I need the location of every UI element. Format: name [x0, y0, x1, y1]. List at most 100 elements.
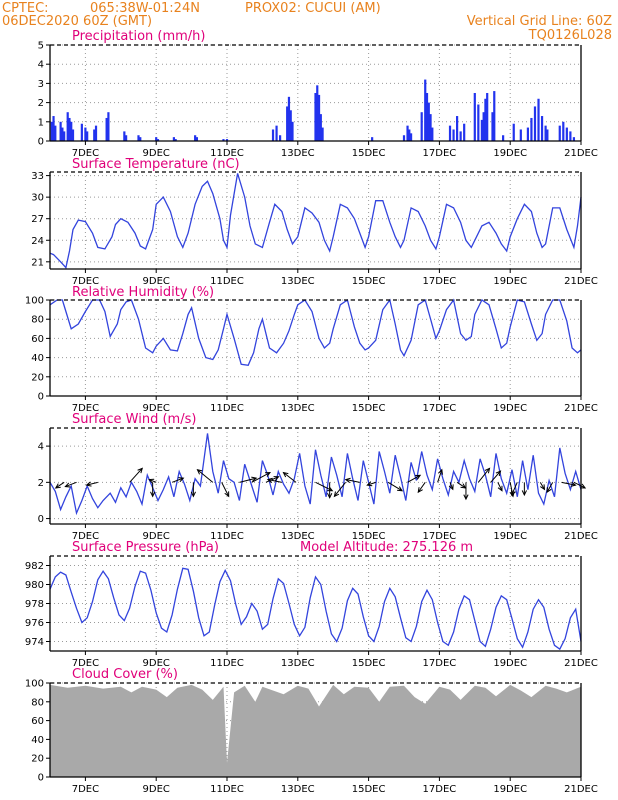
temp-ytick-label: 24: [31, 236, 44, 247]
wind-arrow: [327, 482, 333, 499]
wind-ytick-label: 0: [38, 514, 44, 525]
wind-arrow-shaft: [149, 479, 157, 483]
precip-xtick-label: 19DEC: [493, 148, 527, 159]
wind-arrow-shaft: [221, 482, 230, 497]
wind-arrow-shaft: [539, 482, 545, 490]
precip-bar: [477, 104, 480, 141]
humidity-ytick-label: 80: [31, 315, 44, 326]
wind-arrow-head: [264, 471, 271, 477]
precip-bar: [195, 137, 199, 141]
wind-arrow-shaft: [239, 477, 257, 483]
humidity-xtick-label: 7DEC: [72, 403, 99, 414]
wind-arrow: [85, 481, 98, 487]
wind-xtick-label: 17DEC: [423, 531, 457, 542]
wind-arrow-shaft: [437, 469, 443, 483]
wind-arrow: [344, 477, 360, 483]
wind-arrow-head: [148, 478, 155, 484]
precip-bar: [463, 123, 466, 141]
temp-xtick-label: 15DEC: [352, 276, 386, 287]
humidity-ytick-label: 20: [31, 372, 44, 383]
precip-ytick-label: 4: [38, 60, 44, 71]
precip-bar: [314, 93, 317, 141]
pressure-xtick-label: 13DEC: [281, 658, 315, 669]
precip-bar: [544, 125, 547, 141]
wind-arrow-head: [196, 469, 203, 475]
wind-arrow-head: [580, 483, 587, 489]
cloud-cover-area: [50, 684, 581, 777]
precip-bar: [94, 125, 98, 141]
wind-arrow: [387, 481, 404, 492]
precip-xtick-label: 17DEC: [423, 148, 457, 159]
precip-bar: [493, 91, 496, 141]
precip-xtick-label: 9DEC: [143, 148, 170, 159]
temp-xtick-label: 21DEC: [564, 276, 598, 287]
cloud-xtick-label: 17DEC: [423, 784, 457, 795]
wind-arrow: [546, 482, 554, 494]
header-run: 06DEC2020 60Z (GMT): [2, 14, 152, 29]
temp-xtick-label: 11DEC: [210, 276, 244, 287]
precip-bar: [155, 137, 158, 141]
cloud-title: Cloud Cover (%): [72, 667, 178, 682]
pressure-panel: 974 976 978 980 982 7DEC 9DEC 11DEC 13DEC 15DEC 17…: [25, 555, 598, 669]
wind-arrow-head: [448, 484, 454, 491]
wind-arrow-head: [85, 481, 92, 487]
header-source: CPTEC:: [2, 1, 49, 16]
pressure-series-line: [49, 567, 582, 651]
wind-arrow: [54, 481, 65, 489]
wind-arrow-head: [463, 494, 469, 501]
precip-bar: [59, 121, 62, 141]
humidity-ytick-label: 0: [38, 392, 44, 403]
precip-xtick-label: 13DEC: [281, 148, 315, 159]
precip-ytick-label: 0: [38, 137, 44, 148]
wind-xtick-label: 11DEC: [210, 531, 244, 542]
pressure-ytick-label: 976: [25, 618, 44, 629]
precip-bar: [473, 93, 476, 141]
wind-arrow-head: [437, 468, 443, 475]
wind-arrow: [282, 471, 297, 483]
precip-bar: [71, 129, 75, 141]
wind-arrow-shaft: [490, 470, 501, 483]
precip-panel: 0 1 2 3 4 5 7DEC 9DEC 11DEC 13DEC 15DEC 17DEC 19DEC 2…: [38, 41, 598, 160]
precip-bar: [530, 117, 533, 141]
wind-arrow: [490, 470, 502, 483]
pressure-xtick-label: 7DEC: [72, 658, 99, 669]
wind-arrow-head: [327, 486, 334, 492]
wind-arrow: [148, 478, 157, 484]
cloud-xtick-label: 7DEC: [72, 784, 99, 795]
cloud-ytick-label: 20: [31, 754, 44, 765]
temp-panel: 21 24 27 30 33 7DEC 9DEC 11DEC 13DEC 15DEC 17DEC 19…: [31, 171, 598, 287]
wind-arrow: [239, 476, 258, 483]
pressure-xtick-label: 15DEC: [352, 658, 386, 669]
wind-xtick-label: 13DEC: [281, 531, 315, 542]
cloud-xtick-label: 15DEC: [352, 784, 386, 795]
humidity-ytick-label: 100: [25, 296, 44, 307]
cloud-ytick-label: 0: [38, 773, 44, 784]
wind-arrow: [150, 482, 156, 498]
precip-bar: [486, 93, 489, 141]
cloud-xtick-label: 11DEC: [210, 784, 244, 795]
humidity-title: Relative Humidity (%): [72, 285, 214, 300]
wind-arrow: [573, 481, 587, 489]
pressure-xtick-label: 21DEC: [564, 658, 598, 669]
wind-arrow-shaft: [283, 472, 297, 483]
precip-bar: [289, 110, 292, 141]
wind-arrow-head: [417, 487, 423, 494]
wind-arrow: [407, 474, 422, 483]
precip-bar: [484, 98, 487, 141]
precip-bar: [424, 79, 427, 141]
cloud-ytick-label: 60: [31, 716, 44, 727]
precip-bar: [80, 123, 83, 141]
precip-bar: [61, 127, 64, 141]
wind-arrow-head: [366, 481, 373, 487]
wind-arrow-shaft: [449, 482, 454, 490]
pressure-xtick-label: 9DEC: [143, 658, 170, 669]
wind-arrow-shaft: [417, 482, 426, 493]
humidity-panel: 0 20 40 60 80 100 7DEC 9DEC 11DEC 13DEC 15DEC 17DEC…: [25, 296, 598, 415]
pressure-ytick-label: 980: [25, 580, 44, 591]
precip-bar: [50, 121, 53, 141]
cloud-xtick-label: 9DEC: [143, 784, 170, 795]
wind-arrow-shaft: [65, 481, 77, 488]
pressure-xtick-label: 19DEC: [493, 658, 527, 669]
humidity-xtick-label: 17DEC: [423, 403, 457, 414]
precip-bar: [425, 93, 429, 141]
